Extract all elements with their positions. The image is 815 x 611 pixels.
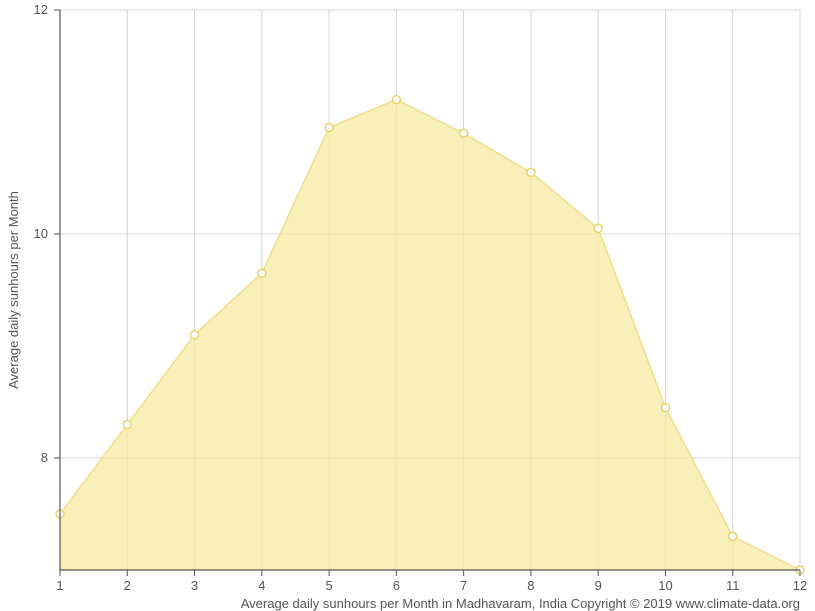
data-marker [460, 129, 468, 137]
y-tick-label: 10 [34, 226, 48, 241]
x-tick-label: 2 [124, 578, 131, 593]
x-tick-label: 5 [325, 578, 332, 593]
x-tick-label: 12 [793, 578, 807, 593]
data-marker [594, 224, 602, 232]
x-tick-label: 1 [56, 578, 63, 593]
y-axis-label: Average daily sunhours per Month [6, 191, 21, 389]
x-tick-label: 3 [191, 578, 198, 593]
data-marker [325, 124, 333, 132]
x-tick-label: 7 [460, 578, 467, 593]
x-tick-label: 11 [726, 578, 740, 593]
data-marker [123, 420, 131, 428]
x-tick-label: 6 [393, 578, 400, 593]
y-tick-label: 8 [41, 450, 48, 465]
chart-svg: 12345678910111281012Average daily sunhou… [0, 0, 815, 611]
data-marker [729, 532, 737, 540]
data-marker [527, 168, 535, 176]
sunhours-chart: 12345678910111281012Average daily sunhou… [0, 0, 815, 611]
data-marker [392, 96, 400, 104]
y-tick-label: 12 [34, 2, 48, 17]
x-tick-label: 10 [658, 578, 672, 593]
chart-caption: Average daily sunhours per Month in Madh… [241, 596, 800, 611]
data-marker [191, 331, 199, 339]
x-tick-label: 4 [258, 578, 265, 593]
data-marker [258, 269, 266, 277]
x-tick-label: 8 [527, 578, 534, 593]
data-marker [661, 404, 669, 412]
x-tick-label: 9 [595, 578, 602, 593]
